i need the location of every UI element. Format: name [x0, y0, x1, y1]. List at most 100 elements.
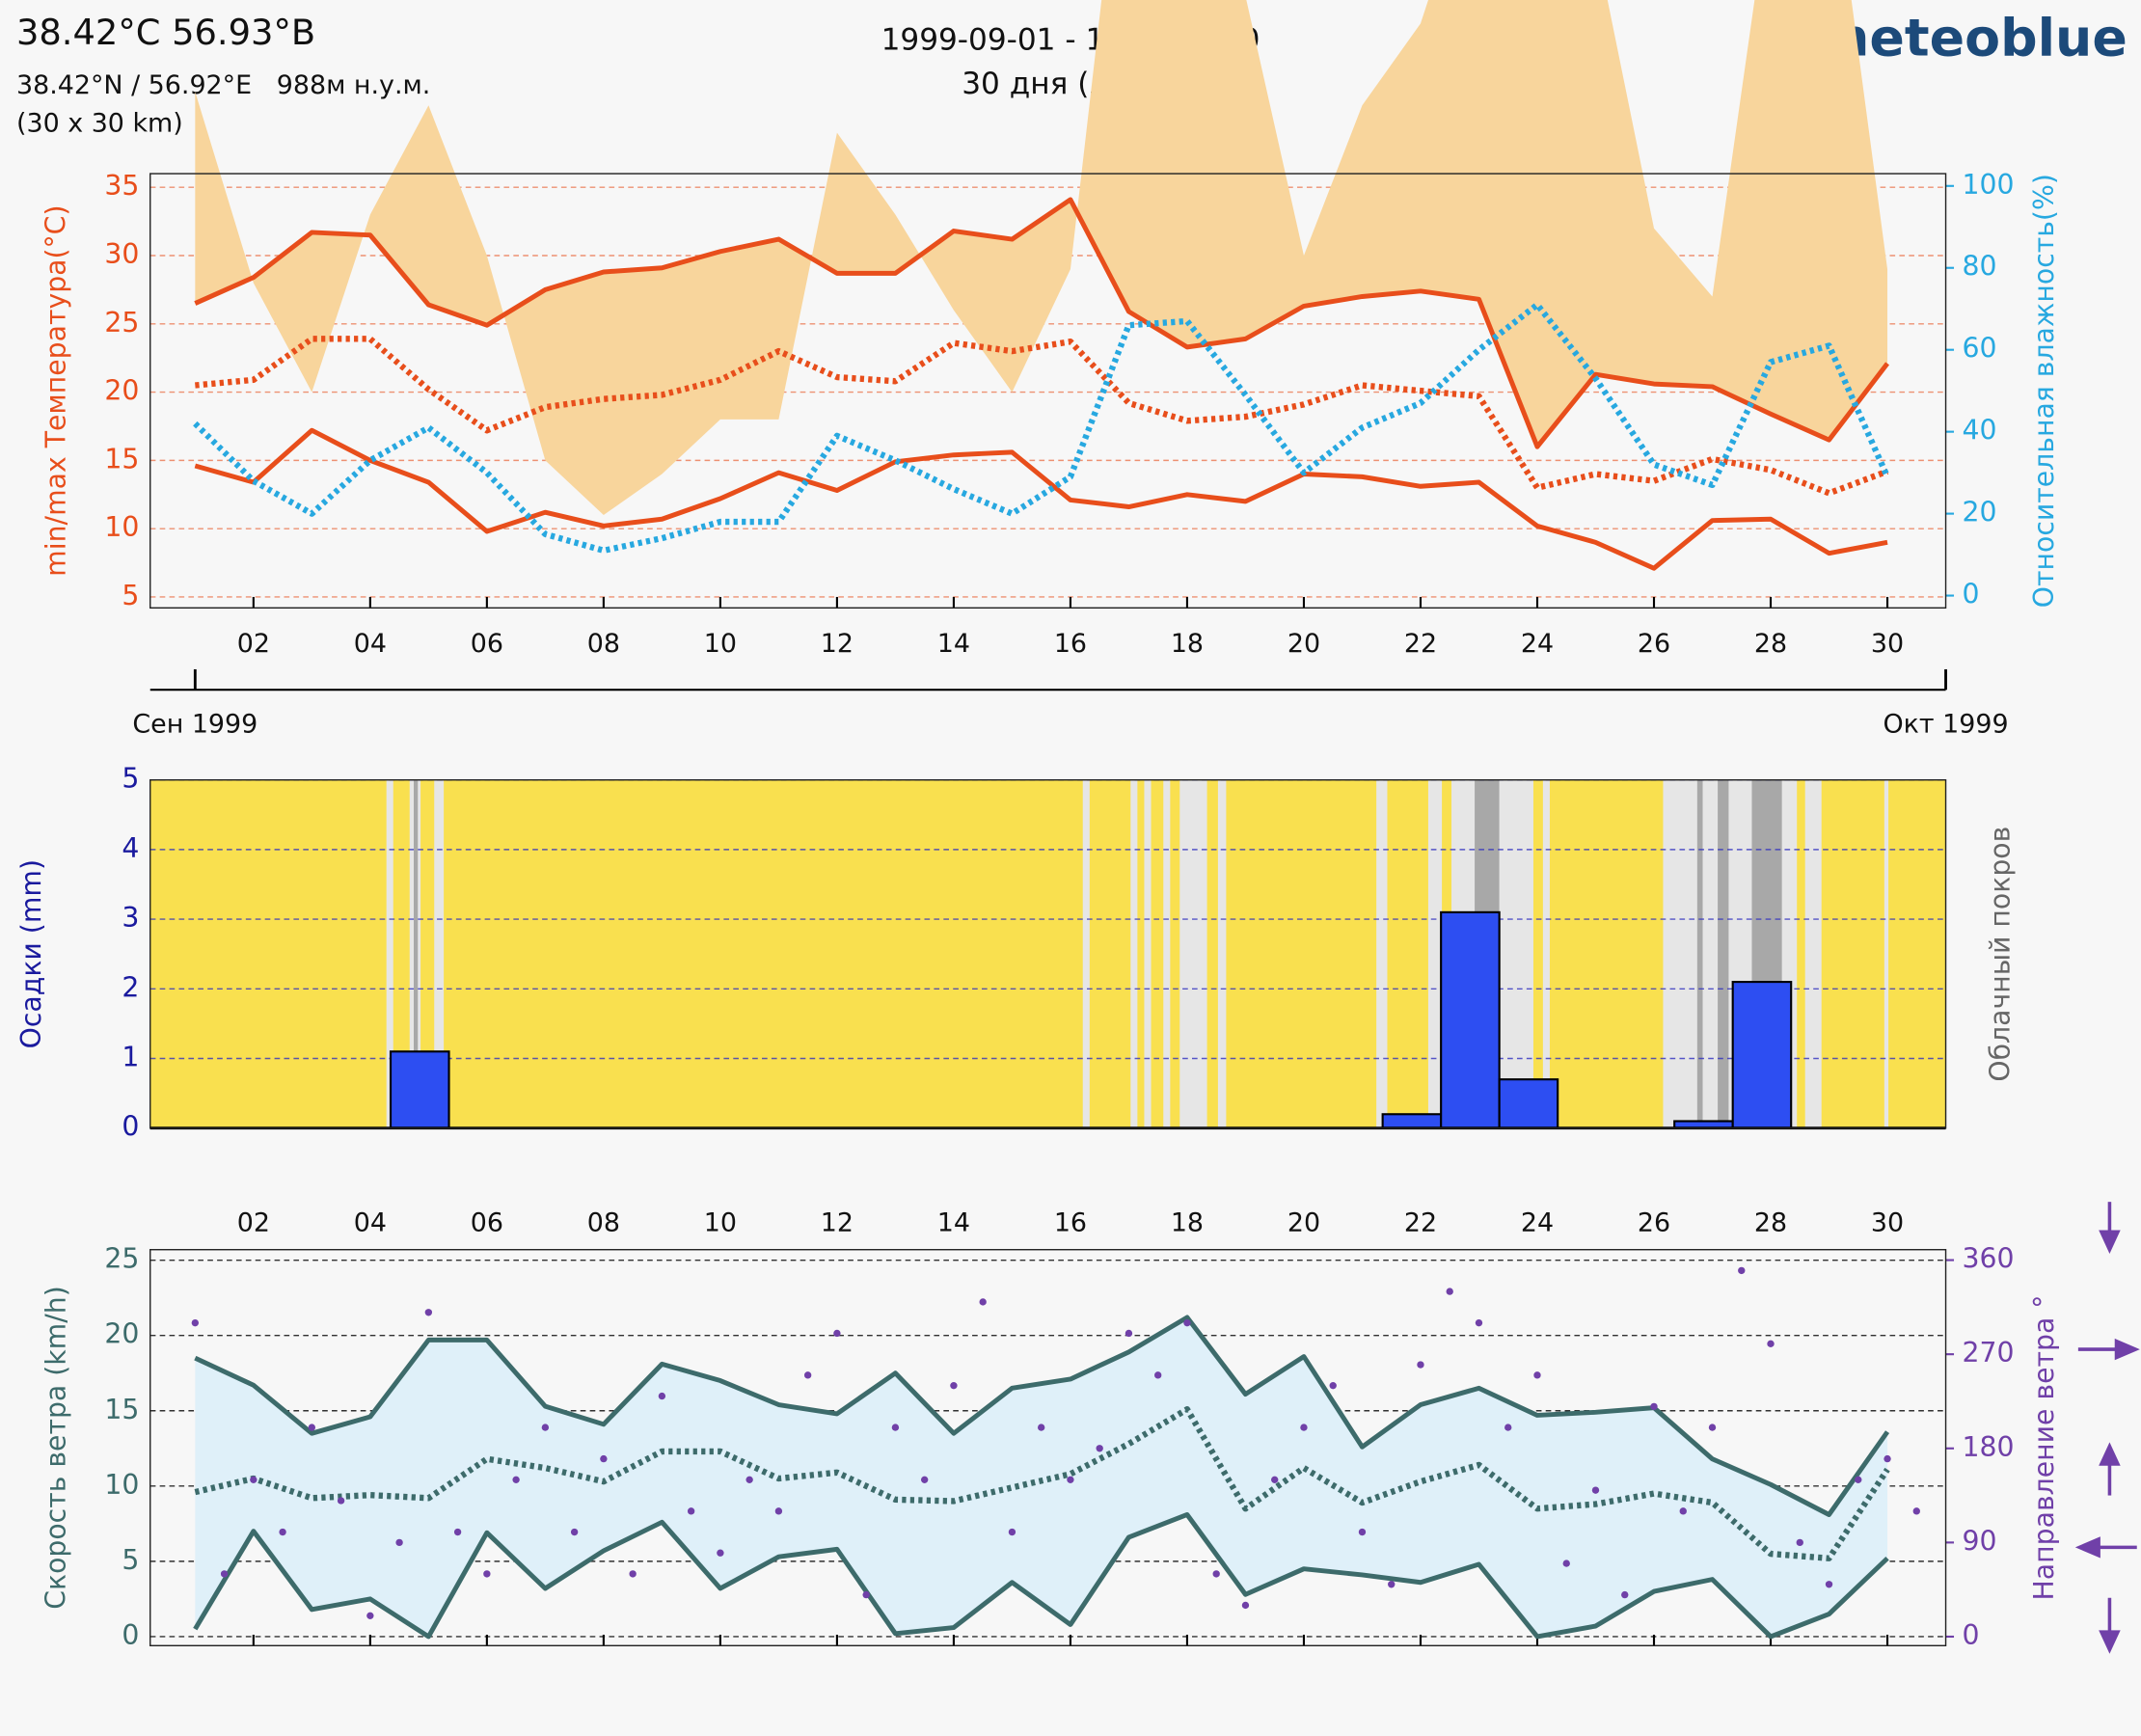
direction-dot: [1884, 1454, 1891, 1463]
y-tick-label: 0: [122, 1111, 139, 1143]
direction-dot: [1825, 1581, 1833, 1588]
y-axis-title: min/max Температура(°C): [40, 205, 71, 577]
x-tick-label: 08: [587, 1207, 620, 1237]
x-tick-label: 20: [1287, 629, 1320, 659]
x-tick-label: 02: [237, 629, 270, 659]
direction-dot: [891, 1424, 900, 1431]
direction-dot: [1533, 1371, 1541, 1379]
direction-dot: [1708, 1424, 1717, 1431]
y2-tick-label: 0: [1963, 579, 1980, 610]
x-tick-label: 16: [1054, 1207, 1087, 1237]
direction-dot: [1241, 1601, 1250, 1610]
x-tick-label: 14: [937, 629, 970, 659]
y2-tick-label: 180: [1963, 1431, 2015, 1463]
direction-dot: [250, 1476, 257, 1483]
brand-logo: meteoblue: [1815, 7, 2127, 68]
y2-tick-label: 270: [1963, 1337, 2015, 1369]
y2-tick-label: 100: [1963, 169, 2015, 201]
direction-dot: [424, 1309, 433, 1316]
series-line: [194, 1315, 1890, 1517]
series-line: [193, 1512, 1889, 1640]
y-tick-label: 10: [104, 511, 139, 543]
x-tick-label: 22: [1404, 1207, 1437, 1237]
series-line: [193, 301, 1890, 555]
direction-dot: [337, 1497, 345, 1505]
direction-dot: [1271, 1476, 1279, 1483]
y-tick-label: 25: [104, 307, 139, 339]
direction-dot: [1796, 1538, 1803, 1547]
x-tick-label: 12: [821, 1207, 854, 1237]
direction-dot: [279, 1528, 286, 1536]
x-tick-label: 24: [1521, 1207, 1554, 1237]
period-label: Окт 1999: [1884, 710, 2009, 740]
direction-dot: [395, 1538, 403, 1547]
direction-dot: [1358, 1528, 1367, 1536]
direction-dot: [541, 1424, 550, 1431]
direction-dot: [1855, 1476, 1862, 1483]
direction-dot: [1212, 1570, 1220, 1578]
x-tick-label: 28: [1754, 1207, 1787, 1237]
coordinates: 38.42°N / 56.92°E 988м н.у.м.: [16, 70, 430, 100]
y-tick-label: 5: [122, 1544, 139, 1576]
direction-dot: [1504, 1424, 1512, 1431]
direction-dot: [1767, 1340, 1775, 1348]
precipitation-panel: 0 1 2 3 4 5 Осадки (mm) Облачный покров: [15, 763, 2017, 1143]
plot-frame: [149, 173, 1947, 609]
direction-dot: [717, 1549, 724, 1557]
y-tick-label: 4: [122, 832, 139, 864]
direction-dot: [600, 1454, 608, 1463]
direction-dot: [1562, 1560, 1570, 1567]
direction-dot: [570, 1528, 579, 1536]
direction-dot: [687, 1507, 695, 1515]
series-line: [194, 197, 1889, 449]
precipitation-bar: [1731, 981, 1793, 1129]
x-tick-label: 26: [1638, 1207, 1670, 1237]
direction-dot: [308, 1424, 316, 1431]
precipitation-bar: [1381, 1113, 1443, 1129]
direction-dot: [191, 1318, 200, 1327]
direction-dot: [1912, 1507, 1920, 1515]
y2-tick-label: 360: [1963, 1243, 2015, 1275]
x-tick-label: 30: [1871, 1207, 1904, 1237]
direction-dot: [1388, 1581, 1396, 1588]
x-tick-label: 18: [1171, 629, 1204, 659]
direction-dot: [1446, 1288, 1453, 1295]
direction-dot: [1154, 1371, 1162, 1379]
x-tick-label: 04: [354, 1207, 387, 1237]
location-title: 38.42°C 56.93°B: [16, 12, 315, 53]
y-tick-label: 30: [104, 238, 139, 270]
x-tick-label: 08: [587, 629, 620, 659]
x-tick-label: 06: [471, 1207, 503, 1237]
y2-axis-title: Облачный покров: [1985, 827, 2017, 1082]
x-tick-label: 18: [1171, 1207, 1204, 1237]
x-tick-label: 10: [704, 1207, 737, 1237]
y2-axis-title: Относительная влажность(%): [2028, 174, 2060, 608]
y2-tick-label: 60: [1963, 333, 1997, 365]
x-tick-label: 20: [1287, 1207, 1320, 1237]
direction-dot: [1067, 1476, 1074, 1483]
resolution: (30 x 30 km): [16, 109, 183, 139]
direction-dot: [745, 1476, 753, 1483]
plot-frame: [149, 1249, 1947, 1647]
direction-dot: [950, 1382, 958, 1390]
range-fill: [195, 0, 1888, 516]
direction-dot: [1008, 1528, 1016, 1536]
temperature-panel: 5 10 15 20 25 30 35 0 20 40 60 80 100 02 04 06 08 10 12 14 1…: [40, 0, 2060, 740]
direction-dot: [1621, 1590, 1629, 1599]
direction-dot: [512, 1476, 520, 1483]
y-tick-label: 1: [122, 1042, 139, 1073]
series-line: [194, 427, 1888, 571]
direction-dot: [1125, 1329, 1133, 1338]
direction-dot: [1417, 1361, 1424, 1369]
direction-dot: [453, 1528, 462, 1536]
y2-tick-label: 40: [1963, 415, 1997, 447]
y2-tick-label: 90: [1963, 1525, 1997, 1557]
y-tick-label: 5: [122, 763, 139, 795]
direction-dot: [1300, 1424, 1308, 1431]
y-tick-label: 25: [104, 1243, 139, 1275]
series-line: [195, 336, 1889, 497]
precipitation-bar: [1498, 1078, 1559, 1129]
y2-tick-label: 0: [1963, 1619, 1980, 1651]
y-tick-label: 0: [122, 1619, 139, 1651]
